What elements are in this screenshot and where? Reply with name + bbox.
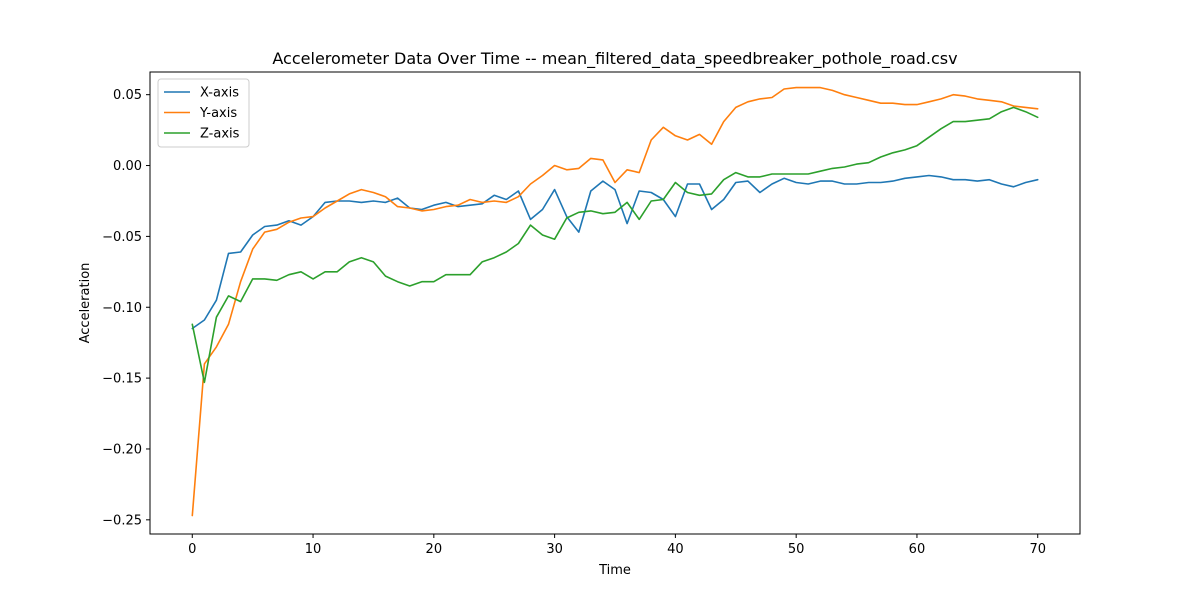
- legend-label-x-axis: X-axis: [200, 86, 239, 101]
- x-tick-label: 70: [1029, 542, 1046, 557]
- y-tick-label: −0.15: [102, 372, 142, 387]
- x-axis-label: Time: [598, 563, 631, 578]
- legend-label-z-axis: Z-axis: [200, 127, 240, 142]
- series-line-z-axis: [191, 106, 1039, 384]
- y-axis-ticks: −0.25 −0.20 −0.15 −0.10 −0.05 0.00 0.05: [102, 88, 150, 528]
- x-tick-label: 60: [909, 542, 926, 557]
- x-tick-label: 50: [788, 542, 805, 557]
- y-tick-label: −0.25: [102, 513, 142, 528]
- chart-title: Accelerometer Data Over Time -- mean_fil…: [272, 49, 957, 69]
- plot-series: [191, 86, 1039, 517]
- y-tick-label: −0.20: [102, 442, 142, 457]
- legend: X-axis Y-axis Z-axis: [157, 78, 250, 148]
- series-line-y-axis: [191, 86, 1039, 517]
- legend-box: [157, 78, 250, 148]
- plot-frame: [149, 71, 1081, 535]
- y-tick-label: 0.05: [113, 88, 142, 103]
- y-tick-label: −0.05: [102, 230, 142, 245]
- y-axis-label: Acceleration: [78, 263, 93, 344]
- x-tick-label: 30: [546, 542, 563, 557]
- y-tick-label: −0.10: [102, 301, 142, 316]
- y-tick-label: 0.00: [113, 159, 142, 174]
- series-line-x-axis: [191, 174, 1039, 330]
- legend-label-y-axis: Y-axis: [199, 106, 237, 121]
- x-axis-ticks: 0 10 20 30 40 50 60 70: [188, 534, 1046, 557]
- x-tick-label: 10: [305, 542, 322, 557]
- x-tick-label: 0: [188, 542, 196, 557]
- x-tick-label: 20: [426, 542, 443, 557]
- x-tick-label: 40: [667, 542, 684, 557]
